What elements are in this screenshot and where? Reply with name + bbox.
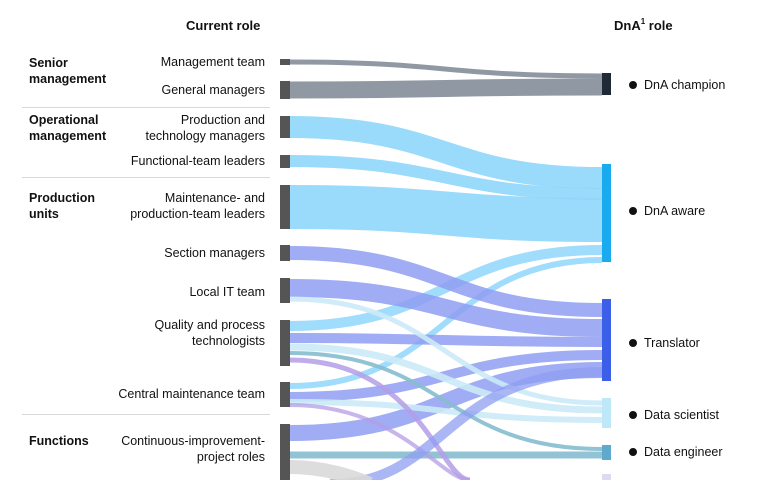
- bullet-icon: [629, 411, 637, 419]
- flow-quality-technologists-to-engineer: [289, 351, 603, 451]
- bullet-icon: [629, 207, 637, 215]
- flow-local-it-team-to-scientist: [289, 296, 603, 406]
- bullet-icon: [629, 448, 637, 456]
- group-functions: Functions: [29, 434, 89, 448]
- flow-local-it-team-to-translator: [289, 279, 603, 337]
- group-operational-management: Operational management: [29, 113, 107, 143]
- dna-role-header-suffix: role: [645, 18, 673, 33]
- source-label-section-managers: Section managers: [164, 246, 265, 260]
- target-dna-champion: DnA champion: [629, 78, 726, 92]
- target-node-data-engineer: [602, 445, 611, 460]
- target-label: DnA champion: [644, 78, 726, 92]
- target-label: Data scientist: [644, 408, 720, 422]
- source-node-quality-process-technologists: [280, 320, 290, 366]
- source-node-maintenance-production-team-leaders: [280, 185, 290, 229]
- source-label-functional-team-leaders: Functional-team leaders: [130, 154, 265, 168]
- flow-general-managers-to-champion: [289, 78, 603, 99]
- source-node-general-managers: [280, 81, 290, 99]
- group-separator: [22, 107, 270, 108]
- target-node-data-scientist: [602, 398, 611, 428]
- flow-production-technology-managers-to-aware: [289, 116, 603, 189]
- flow-quality-technologists-purple: [289, 357, 471, 480]
- flow-quality-technologists-to-translator: [289, 333, 603, 347]
- target-translator: Translator: [629, 336, 700, 350]
- source-node-production-technology-managers: [280, 116, 290, 138]
- flow-quality-technologists-to-scientist: [289, 343, 603, 414]
- target-label: Data engineer: [644, 445, 723, 459]
- target-node-partial: [602, 474, 611, 480]
- flow-central-maintenance-to-scientist: [289, 399, 603, 423]
- source-label-continuous-improvement-project-roles: Continuous-improvement-project roles: [121, 434, 265, 464]
- source-label-local-it-team: Local IT team: [189, 285, 265, 299]
- target-label: DnA aware: [644, 204, 706, 218]
- target-data-scientist: Data scientist: [629, 408, 720, 422]
- target-dna-aware: DnA aware: [629, 204, 706, 218]
- source-label-general-managers: General managers: [161, 83, 265, 97]
- flow-continuous-improvement-grey: [289, 460, 373, 480]
- target-label: Translator: [644, 336, 700, 350]
- group-production-units: Production units: [29, 191, 95, 221]
- source-label-production-technology-managers: Production and technology managers: [145, 113, 265, 143]
- target-node-dna-champion: [602, 73, 611, 95]
- source-node-continuous-improvement-project-roles: [280, 424, 290, 480]
- source-label-management-team: Management team: [160, 55, 265, 69]
- flow-central-maintenance-to-aware: [289, 257, 603, 389]
- source-label-quality-process-technologists: Quality and process technologists: [154, 318, 265, 348]
- target-node-dna-aware: [602, 164, 611, 262]
- group-separator: [22, 414, 270, 415]
- group-senior-management: Senior management: [29, 56, 107, 86]
- flow-management-team-to-champion: [289, 59, 603, 79]
- source-label-maintenance-production-team-leaders: Maintenance- and production-team leaders: [130, 191, 265, 221]
- flow-maintenance-production-team-leaders-to-aware: [289, 185, 603, 242]
- source-node-section-managers: [280, 245, 290, 261]
- group-separator: [22, 177, 270, 178]
- flow-functional-team-leaders-to-aware: [289, 155, 603, 200]
- flow-section-managers-to-translator: [289, 246, 603, 317]
- footnote-marker: 1: [640, 17, 646, 26]
- dna-role-header-main: DnA: [614, 18, 641, 33]
- current-role-header: Current role: [186, 18, 261, 33]
- target-data-engineer: Data engineer: [629, 445, 723, 459]
- bullet-icon: [629, 81, 637, 89]
- target-node-translator: [602, 299, 611, 381]
- dna-role-header: DnA1 role: [614, 17, 673, 33]
- source-node-central-maintenance-team: [280, 382, 290, 407]
- source-label-central-maintenance-team: Central maintenance team: [118, 387, 265, 401]
- source-node-local-it-team: [280, 278, 290, 303]
- source-node-management-team: [280, 59, 290, 65]
- flow-central-maintenance-purple: [289, 403, 471, 480]
- source-node-functional-team-leaders: [280, 155, 290, 168]
- bullet-icon: [629, 339, 637, 347]
